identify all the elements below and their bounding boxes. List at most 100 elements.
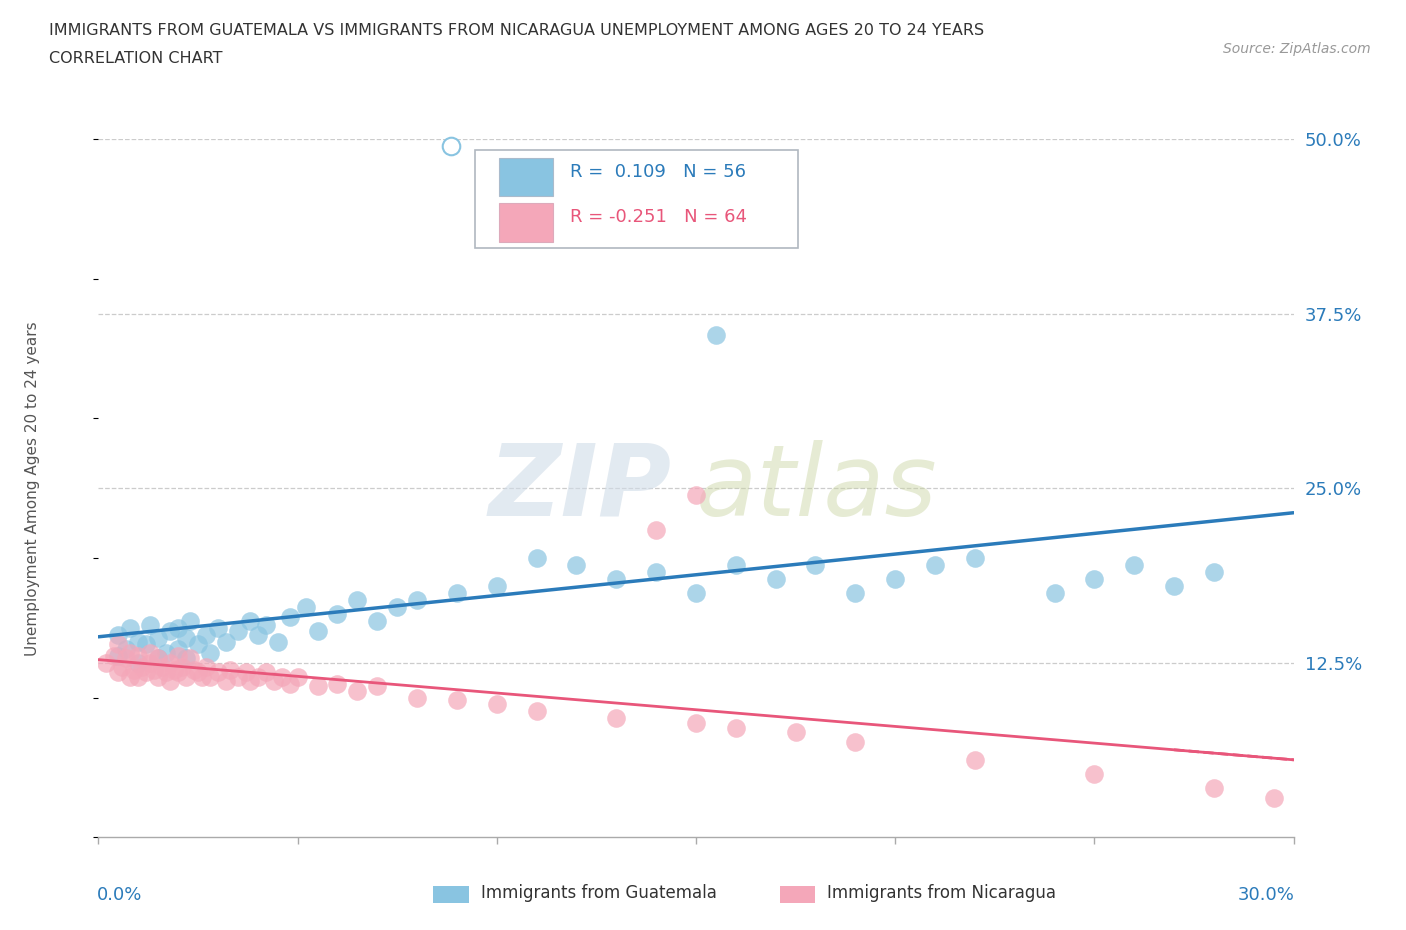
Point	[198, 645, 221, 660]
Point	[179, 614, 201, 629]
Point	[406, 690, 429, 705]
Point	[107, 628, 129, 643]
Text: Unemployment Among Ages 20 to 24 years: Unemployment Among Ages 20 to 24 years	[25, 321, 41, 656]
Point	[246, 670, 269, 684]
Point	[207, 620, 229, 635]
Point	[115, 651, 138, 666]
Point	[685, 488, 707, 503]
Point	[143, 662, 166, 677]
Point	[148, 631, 170, 645]
Point	[120, 645, 142, 660]
Point	[326, 606, 349, 621]
Point	[226, 670, 249, 684]
Point	[187, 665, 209, 680]
Point	[785, 725, 807, 740]
Point	[174, 670, 197, 684]
Point	[278, 609, 301, 624]
Point	[1083, 766, 1105, 781]
Point	[685, 715, 707, 730]
Point	[198, 670, 221, 684]
Point	[1263, 790, 1285, 805]
FancyBboxPatch shape	[433, 885, 470, 903]
Point	[963, 551, 986, 565]
FancyBboxPatch shape	[499, 204, 553, 242]
Point	[326, 676, 349, 691]
Point	[605, 571, 627, 587]
Point	[111, 659, 134, 674]
Point	[924, 558, 946, 573]
FancyBboxPatch shape	[499, 158, 553, 196]
Point	[704, 327, 727, 342]
Point	[605, 209, 627, 224]
Text: 0.0%: 0.0%	[97, 885, 142, 904]
Point	[107, 665, 129, 680]
Text: 30.0%: 30.0%	[1237, 885, 1295, 904]
Point	[183, 662, 205, 677]
Point	[235, 665, 257, 680]
FancyBboxPatch shape	[779, 885, 815, 903]
Point	[406, 592, 429, 607]
Point	[159, 656, 181, 671]
Point	[287, 670, 309, 684]
Point	[366, 614, 388, 629]
Point	[1123, 558, 1146, 573]
Point	[278, 676, 301, 691]
Text: Immigrants from Guatemala: Immigrants from Guatemala	[481, 884, 717, 902]
Point	[263, 673, 285, 688]
Point	[267, 634, 290, 649]
Text: CORRELATION CHART: CORRELATION CHART	[49, 51, 222, 66]
Point	[215, 634, 238, 649]
Point	[127, 648, 149, 663]
Point	[307, 623, 329, 638]
Point	[124, 662, 146, 677]
Point	[963, 753, 986, 768]
Point	[565, 558, 588, 573]
Point	[139, 618, 162, 632]
Point	[139, 656, 162, 671]
FancyBboxPatch shape	[475, 150, 797, 247]
Point	[107, 648, 129, 663]
Point	[884, 571, 907, 587]
Point	[167, 642, 190, 657]
Point	[526, 551, 548, 565]
Point	[307, 679, 329, 694]
Point	[804, 558, 827, 573]
Point	[346, 683, 368, 698]
Point	[294, 600, 316, 615]
Point	[239, 614, 262, 629]
Point	[366, 679, 388, 694]
Point	[485, 698, 508, 712]
Point	[150, 659, 173, 674]
Point	[195, 659, 218, 674]
Point	[446, 693, 468, 708]
Point	[346, 592, 368, 607]
Point	[155, 645, 177, 660]
Point	[167, 620, 190, 635]
Point	[1163, 578, 1185, 593]
Text: Source: ZipAtlas.com: Source: ZipAtlas.com	[1223, 42, 1371, 56]
Point	[685, 586, 707, 601]
Point	[148, 651, 170, 666]
Point	[139, 645, 162, 660]
Point	[172, 659, 194, 674]
Point	[446, 586, 468, 601]
Point	[645, 523, 668, 538]
Point	[724, 721, 747, 736]
Point	[131, 659, 153, 674]
Text: IMMIGRANTS FROM GUATEMALA VS IMMIGRANTS FROM NICARAGUA UNEMPLOYMENT AMONG AGES 2: IMMIGRANTS FROM GUATEMALA VS IMMIGRANTS …	[49, 23, 984, 38]
Point	[385, 600, 409, 615]
Point	[135, 665, 157, 680]
Point	[195, 628, 218, 643]
Point	[254, 618, 277, 632]
Point	[1083, 571, 1105, 587]
Text: ZIP: ZIP	[489, 440, 672, 537]
Point	[207, 665, 229, 680]
Point	[115, 642, 138, 657]
Point	[163, 662, 186, 677]
Point	[215, 673, 238, 688]
Point	[239, 673, 262, 688]
Point	[148, 651, 170, 666]
Point	[107, 637, 129, 652]
Point	[120, 670, 142, 684]
Point	[844, 586, 866, 601]
